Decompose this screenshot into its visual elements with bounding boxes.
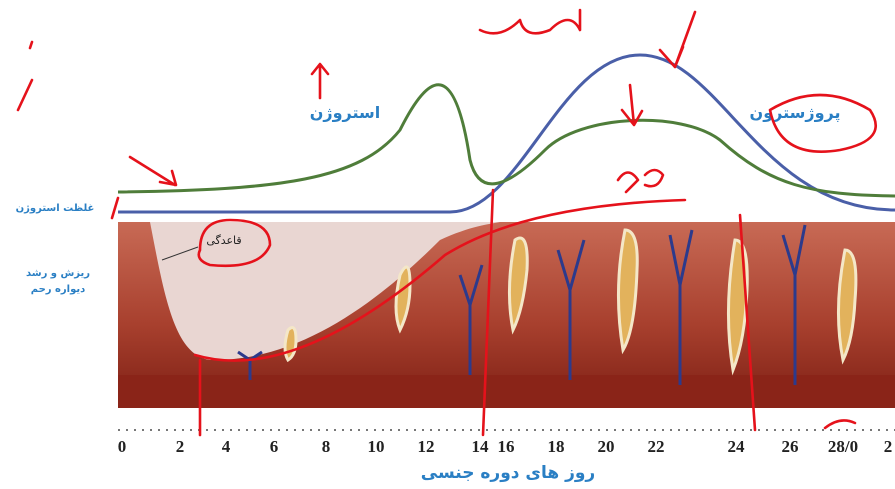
tick-label: 28/0	[828, 437, 858, 456]
menstruation-label: قاعدگی	[206, 234, 241, 247]
tick-label: 20	[598, 437, 615, 456]
estrogen-label: استروژن	[310, 103, 381, 122]
estrogen-curve	[118, 85, 895, 196]
tick-label: 10	[368, 437, 385, 456]
tick-label: 6	[270, 437, 279, 456]
tick-label: 8	[322, 437, 331, 456]
tick-label: 2	[884, 437, 893, 456]
progesterone-label: پروژسترون	[750, 103, 841, 123]
tick-label: 4	[222, 437, 231, 456]
wall-label-2: دیواره رحم	[31, 284, 86, 295]
axis-title: روز های دوره جنسی	[421, 463, 595, 483]
tick-label: 16	[498, 437, 515, 456]
diagram: استروژن پروژسترون غلظت استروژن قاعدگی ری…	[0, 0, 895, 489]
tick-label: 24	[728, 437, 746, 456]
uterus-wall	[118, 222, 895, 408]
estrogen-level-label: غلظت استروژن	[16, 203, 95, 214]
tick-label: 22	[648, 437, 665, 456]
tick-label: 14	[472, 437, 490, 456]
tick-label: 26	[782, 437, 799, 456]
tick-label: 0	[118, 437, 127, 456]
tick-label: 18	[548, 437, 565, 456]
tick-label: 2	[176, 437, 185, 456]
tick-label: 12	[418, 437, 435, 456]
wall-label-1: ریزش و رشد	[26, 268, 90, 279]
